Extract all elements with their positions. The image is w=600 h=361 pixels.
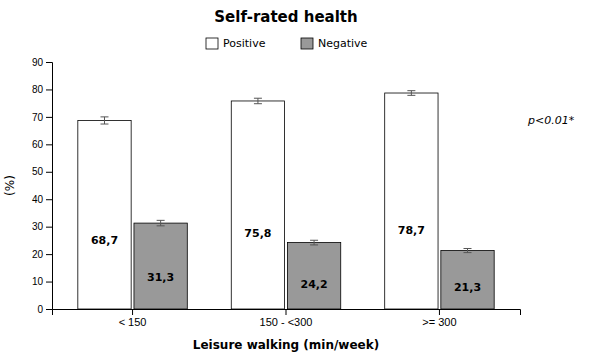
tick-mark: [46, 89, 52, 90]
x-axis-title: Leisure walking (min/week): [193, 338, 379, 352]
tick-mark: [46, 227, 52, 228]
error-cap: [310, 244, 318, 245]
error-bar: [464, 248, 472, 252]
data-label: 24,2: [300, 278, 327, 291]
series: [134, 220, 494, 309]
tick: >= 300: [422, 309, 456, 328]
tick-mark: [46, 254, 52, 255]
tick-label: 150 - <300: [260, 316, 313, 328]
chart: 0 10 20 30 40 50 60 70 80 90 < 150 150 - <300 >= 300…: [0, 0, 600, 361]
tick-mark: [46, 117, 52, 118]
series: [78, 91, 438, 309]
tick-label: < 150: [119, 316, 147, 328]
tick: 40: [32, 194, 52, 205]
error-bar: [157, 220, 165, 225]
error-cap: [464, 248, 472, 249]
tick: 150 - <300: [260, 309, 313, 328]
tick-mark: [46, 309, 52, 310]
error-cap: [100, 116, 108, 117]
data-label: 78,7: [398, 224, 425, 237]
error-cap: [157, 225, 165, 226]
tick: 60: [32, 139, 52, 150]
tick: 30: [32, 221, 52, 232]
tick-label: 90: [32, 57, 44, 68]
tick: 20: [32, 249, 52, 260]
tick-label: >= 300: [422, 316, 456, 328]
tick-mark: [46, 199, 52, 200]
error-cap: [407, 95, 415, 96]
legend-label: Negative: [318, 37, 368, 50]
bar: [287, 243, 340, 309]
data-label: 75,8: [244, 227, 271, 240]
tick: 0: [37, 304, 52, 315]
y-axis-title: (%): [3, 175, 17, 196]
error-line: [257, 98, 258, 103]
error-bar: [100, 117, 108, 124]
tick-label: 20: [32, 249, 44, 260]
bar: [231, 101, 284, 309]
data-label: 68,7: [91, 234, 118, 247]
tick-label: 10: [32, 276, 44, 287]
tick-label: 50: [32, 166, 44, 177]
title: Self-rated health: [214, 8, 357, 26]
x-axis: < 150 150 - <300 >= 300: [53, 309, 521, 328]
tick-mark: [286, 309, 287, 315]
data-labels: 68,7 75,8 78,7 31,3 24,2 21,3: [91, 224, 481, 294]
error-line: [104, 117, 105, 124]
tick: < 150: [119, 309, 147, 328]
tick-mark: [46, 62, 52, 63]
annotation: p<0.01*: [527, 114, 575, 127]
legend: Positive Negative: [206, 37, 368, 50]
error-cap: [407, 90, 415, 91]
legend-label: Positive: [223, 37, 266, 50]
tick-label: 30: [32, 221, 44, 232]
data-label: 31,3: [147, 271, 174, 284]
tick-mark: [46, 144, 52, 145]
tick-label: 60: [32, 139, 44, 150]
axis-line: [53, 310, 521, 316]
tick: 50: [32, 166, 52, 177]
tick-label: 70: [32, 112, 44, 123]
error-bar: [310, 240, 318, 245]
tick-label: 80: [32, 84, 44, 95]
tick-mark: [439, 309, 440, 315]
bar: [385, 93, 438, 309]
bar: [441, 251, 494, 309]
error-line: [160, 220, 161, 225]
data-label: 21,3: [454, 281, 481, 294]
bar: [134, 223, 187, 309]
legend-item: Positive: [206, 37, 266, 50]
error-line: [314, 240, 315, 245]
plot: 0 10 20 30 40 50 60 70 80 90 < 150 150 - <300 >= 300…: [32, 57, 521, 328]
tick-mark: [46, 172, 52, 173]
error-cap: [254, 103, 262, 104]
y-axis: 0 10 20 30 40 50 60 70 80 90: [32, 57, 53, 315]
legend-swatch: [206, 38, 218, 49]
tick: 90: [32, 57, 52, 68]
error-cap: [157, 220, 165, 221]
tick: 80: [32, 84, 52, 95]
error-cap: [310, 240, 318, 241]
legend-swatch: [301, 38, 313, 49]
legend-item: Negative: [301, 37, 368, 50]
error-cap: [464, 252, 472, 253]
error-bar: [407, 91, 415, 96]
error-cap: [100, 124, 108, 125]
tick-mark: [132, 309, 133, 315]
tick-label: 40: [32, 194, 44, 205]
axis-line: [46, 63, 53, 310]
bar: [78, 120, 131, 309]
tick: 70: [32, 112, 52, 123]
error-cap: [254, 98, 262, 99]
error-line: [411, 91, 412, 96]
marks: [78, 91, 494, 309]
tick-label: 0: [37, 304, 43, 315]
error-bar: [254, 98, 262, 103]
tick: 10: [32, 276, 52, 287]
error-line: [467, 248, 468, 252]
tick-mark: [46, 282, 52, 283]
